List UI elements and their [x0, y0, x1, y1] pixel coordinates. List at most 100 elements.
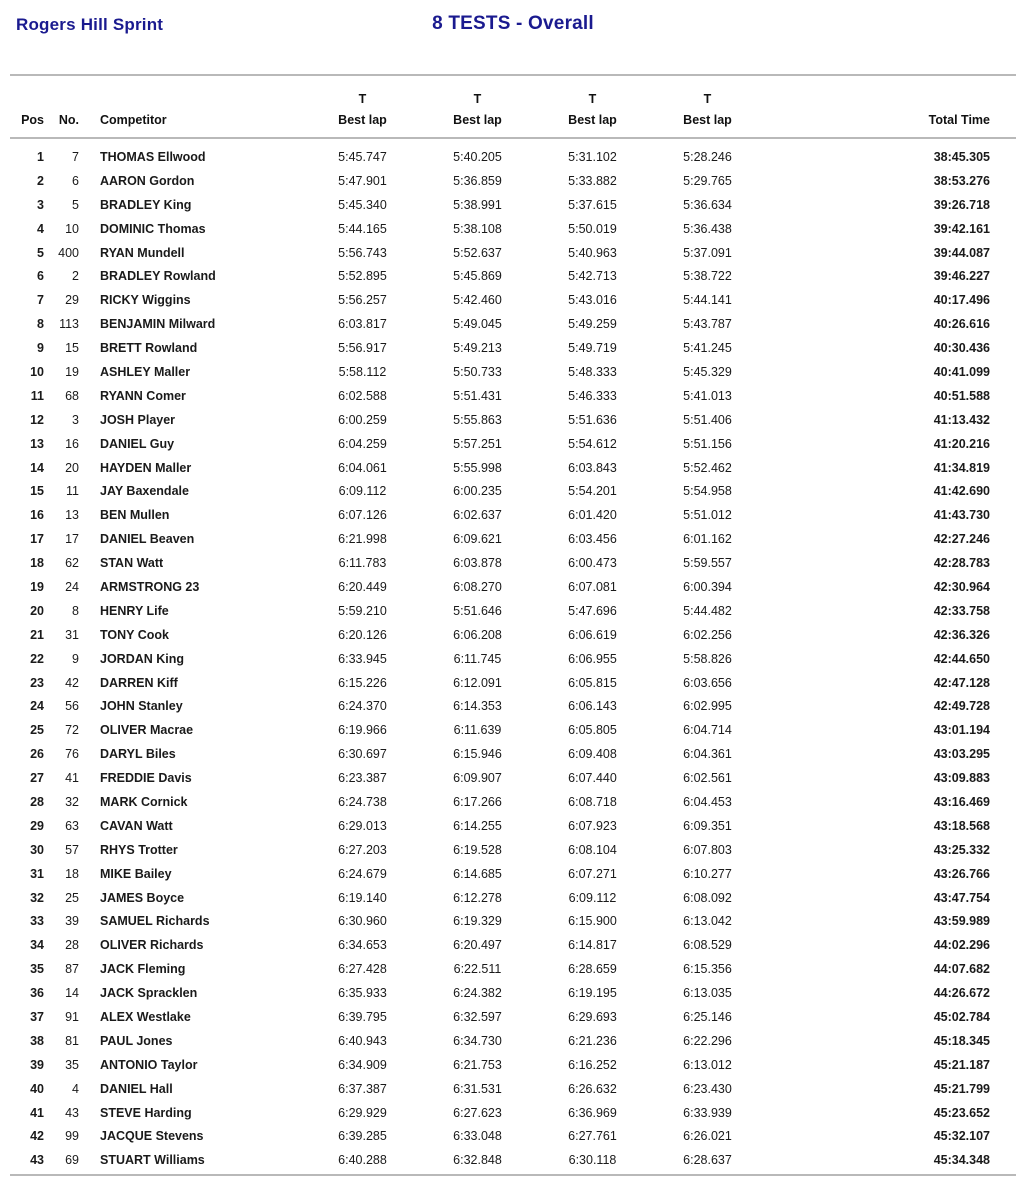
- best-lap-cell: 5:51.431: [453, 388, 502, 403]
- report-title: 8 TESTS - Overall: [432, 13, 594, 34]
- competitor-name-cell: BRETT Rowland: [100, 341, 198, 356]
- competitor-name-cell: BEN Mullen: [100, 508, 170, 523]
- result-row: 12 3 JOSH Player 6:00.259 5:55.863 5:51.…: [10, 408, 1016, 432]
- test-letter-header: T: [703, 92, 712, 106]
- best-lap-cell: 6:05.815: [568, 675, 617, 690]
- best-lap-cell: 6:21.236: [568, 1033, 617, 1048]
- best-lap-cell: 6:15.356: [683, 962, 732, 977]
- best-lap-cell: 6:24.370: [338, 699, 387, 714]
- best-lap-cell: 6:24.679: [338, 866, 387, 881]
- best-lap-cell: 5:52.895: [338, 269, 387, 284]
- best-lap-cell: 6:12.278: [453, 890, 502, 905]
- best-lap-cell: 6:04.259: [338, 436, 387, 451]
- best-lap-cell: 5:41.013: [683, 388, 732, 403]
- position-cell: 21: [30, 627, 44, 642]
- best-lap-cell: 6:04.361: [683, 747, 732, 762]
- best-lap-cell: 6:06.143: [568, 699, 617, 714]
- best-lap-cell: 5:31.102: [568, 149, 617, 164]
- best-lap-cell: 5:37.091: [683, 245, 732, 260]
- total-time-cell: 43:47.754: [933, 890, 990, 905]
- competitor-name-cell: MARK Cornick: [100, 794, 188, 809]
- best-lap-cell: 6:15.226: [338, 675, 387, 690]
- best-lap-cell: 6:02.995: [683, 699, 732, 714]
- total-time-cell: 41:13.432: [933, 412, 990, 427]
- best-lap-cell: 6:34.653: [338, 938, 387, 953]
- result-row: 10 19 ASHLEY Maller 5:58.112 5:50.733 5:…: [10, 360, 1016, 384]
- best-lap-cell: 5:45.340: [338, 197, 387, 212]
- position-cell: 5: [37, 245, 44, 260]
- competitor-number-cell: 63: [65, 818, 79, 833]
- competitor-name-cell: MIKE Bailey: [100, 866, 172, 881]
- best-lap-cell: 6:05.805: [568, 723, 617, 738]
- best-lap-cell: 6:29.693: [568, 1010, 617, 1024]
- competitor-name-cell: JACK Spracklen: [100, 986, 198, 1001]
- best-lap-cell: 5:57.251: [453, 436, 502, 451]
- position-cell: 39: [30, 1057, 44, 1072]
- result-row: 7 29 RICKY Wiggins 5:56.257 5:42.460 5:4…: [10, 288, 1016, 312]
- test-letter-header: T: [358, 92, 367, 106]
- position-cell: 31: [30, 866, 44, 881]
- result-row: 3 5 BRADLEY King 5:45.340 5:38.991 5:37.…: [10, 193, 1016, 217]
- best-lap-cell: 5:38.991: [453, 197, 502, 212]
- best-lap-cell: 5:56.743: [338, 245, 387, 260]
- position-cell: 20: [30, 603, 44, 618]
- best-lap-cell: 5:51.636: [568, 412, 617, 427]
- competitor-name-cell: OLIVER Richards: [100, 938, 204, 953]
- best-lap-cell: 6:30.960: [338, 914, 387, 929]
- competitor-number-cell: 69: [65, 1153, 79, 1168]
- competitor-number-cell: 9: [72, 651, 79, 666]
- competitor-name-cell: JACQUE Stevens: [100, 1129, 204, 1144]
- total-time-cell: 40:30.436: [933, 341, 990, 356]
- best-lap-cell: 6:04.453: [683, 794, 732, 809]
- total-time-cell: 42:44.650: [933, 651, 990, 666]
- best-lap-column-header: Best lap: [338, 112, 387, 127]
- best-lap-cell: 6:20.497: [453, 938, 502, 953]
- best-lap-cell: 5:43.787: [683, 317, 732, 332]
- masthead: Rogers Hill Sprint 8 TESTS - Overall: [10, 0, 1016, 74]
- total-time-cell: 41:43.730: [933, 508, 990, 523]
- position-cell: 19: [30, 579, 44, 594]
- best-lap-cell: 5:45.329: [683, 364, 732, 379]
- best-lap-cell: 5:49.259: [568, 317, 617, 332]
- competitor-number-cell: 13: [65, 508, 79, 523]
- competitor-number-cell: 28: [65, 938, 79, 953]
- best-lap-cell: 6:20.126: [338, 627, 387, 642]
- best-lap-cell: 5:40.205: [453, 149, 502, 164]
- best-lap-cell: 6:17.266: [453, 794, 502, 809]
- best-lap-cell: 6:08.270: [453, 579, 502, 594]
- competitor-name-cell: ASHLEY Maller: [100, 364, 191, 379]
- competitor-name-cell: RICKY Wiggins: [100, 293, 191, 308]
- competitor-number-cell: 11: [66, 484, 79, 499]
- best-lap-cell: 5:51.156: [683, 436, 732, 451]
- competitor-name-cell: RHYS Trotter: [100, 842, 178, 857]
- result-row: 37 91 ALEX Westlake 6:39.795 6:32.597 6:…: [10, 1005, 1016, 1029]
- result-row: 1 7 THOMAS Ellwood 5:45.747 5:40.205 5:3…: [10, 145, 1016, 169]
- result-row: 8 113 BENJAMIN Milward 6:03.817 5:49.045…: [10, 312, 1016, 336]
- competitor-number-cell: 68: [65, 388, 79, 403]
- total-time-cell: 39:46.227: [933, 269, 990, 284]
- best-lap-cell: 6:03.878: [453, 556, 502, 571]
- total-time-cell: 39:26.718: [933, 197, 990, 212]
- best-lap-cell: 6:23.387: [338, 771, 387, 786]
- result-row: 14 20 HAYDEN Maller 6:04.061 5:55.998 6:…: [10, 456, 1016, 480]
- total-time-cell: 39:42.161: [933, 221, 990, 236]
- best-lap-cell: 6:34.730: [453, 1033, 502, 1048]
- position-cell: 4: [37, 221, 44, 236]
- competitor-name-cell: DANIEL Beaven: [100, 532, 195, 547]
- best-lap-cell: 6:20.449: [338, 579, 387, 594]
- result-row: 25 72 OLIVER Macrae 6:19.966 6:11.639 6:…: [10, 718, 1016, 742]
- result-row: 41 43 STEVE Harding 6:29.929 6:27.623 6:…: [10, 1101, 1016, 1125]
- competitor-name-cell: JOHN Stanley: [100, 699, 183, 714]
- result-row: 21 31 TONY Cook 6:20.126 6:06.208 6:06.6…: [10, 623, 1016, 647]
- best-lap-cell: 6:32.597: [453, 1010, 502, 1024]
- test-letter-header: T: [473, 92, 482, 106]
- best-lap-cell: 5:49.045: [453, 317, 502, 332]
- best-lap-cell: 5:38.722: [683, 269, 732, 284]
- best-lap-cell: 5:45.747: [338, 149, 387, 164]
- competitor-number-cell: 10: [65, 221, 79, 236]
- total-time-cell: 45:23.652: [933, 1105, 990, 1120]
- best-lap-cell: 5:44.141: [683, 293, 732, 308]
- total-time-cell: 41:42.690: [933, 484, 990, 499]
- best-lap-cell: 6:09.112: [568, 890, 617, 905]
- competitor-name-cell: DANIEL Hall: [100, 1081, 173, 1096]
